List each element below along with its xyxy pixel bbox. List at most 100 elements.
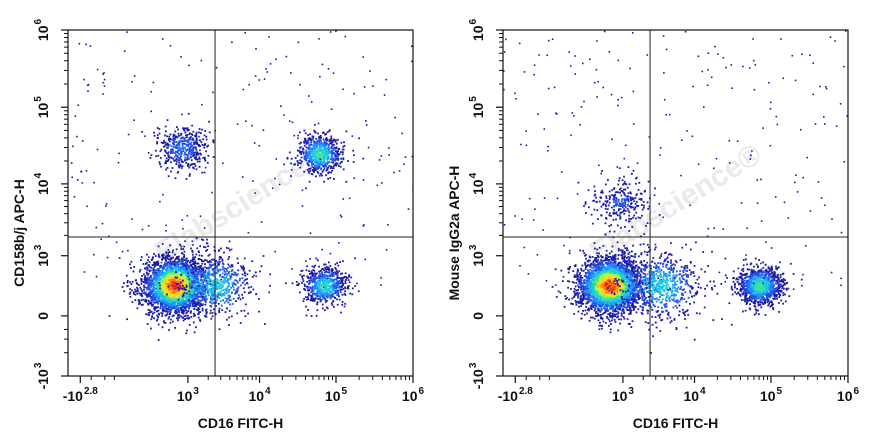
event-dot xyxy=(305,157,308,160)
event-dot xyxy=(313,269,316,272)
event-dot xyxy=(247,286,250,289)
event-dot xyxy=(165,285,168,288)
event-dot xyxy=(166,265,169,268)
event-dot xyxy=(198,308,201,311)
event-dot xyxy=(229,266,232,268)
event-dot xyxy=(324,157,327,159)
event-dot xyxy=(198,254,201,257)
event-dot xyxy=(320,279,322,281)
event-dot xyxy=(212,301,215,304)
event-dot xyxy=(335,289,338,292)
event-dot xyxy=(331,271,334,274)
event-dot xyxy=(161,302,164,305)
event-dot xyxy=(228,310,231,312)
event-dot xyxy=(330,161,333,164)
event-dot xyxy=(157,316,160,318)
event-dot xyxy=(153,305,156,308)
event-dot xyxy=(118,257,121,259)
event-dot xyxy=(330,165,333,168)
event-dot xyxy=(218,311,221,314)
event-dot xyxy=(164,301,167,303)
event-dot xyxy=(147,300,150,303)
event-dot xyxy=(192,130,195,133)
event-dot xyxy=(183,245,186,248)
event-dot xyxy=(302,147,304,150)
event-dot xyxy=(336,274,339,277)
event-dot xyxy=(322,279,324,282)
event-dot xyxy=(314,298,317,300)
event-dot xyxy=(269,284,271,287)
event-dot xyxy=(322,157,325,160)
event-dot xyxy=(139,293,142,296)
event-dot xyxy=(199,290,202,293)
event-dot xyxy=(208,294,210,297)
event-dot xyxy=(220,289,223,292)
event-dot xyxy=(183,279,186,282)
event-dot xyxy=(176,263,179,266)
event-dot xyxy=(235,300,237,302)
event-dot xyxy=(320,139,322,142)
event-dot xyxy=(171,273,174,275)
event-dot xyxy=(315,143,318,146)
event-dot xyxy=(211,274,214,277)
event-dot xyxy=(350,276,353,279)
event-dot xyxy=(306,275,309,278)
event-dot xyxy=(228,299,231,302)
event-dot xyxy=(221,272,224,275)
event-dot xyxy=(345,278,347,281)
event-dot xyxy=(152,256,154,259)
event-dot xyxy=(182,291,185,294)
event-dot xyxy=(199,265,201,268)
event-dot xyxy=(307,159,310,162)
event-dot xyxy=(303,141,306,144)
event-dot xyxy=(149,279,152,281)
event-dot xyxy=(197,258,200,260)
event-dot xyxy=(187,310,190,312)
event-dot xyxy=(312,290,315,292)
event-dot xyxy=(172,283,174,286)
event-dot xyxy=(172,269,174,271)
event-dot xyxy=(157,296,160,299)
event-dot xyxy=(199,311,202,313)
event-dot xyxy=(194,267,197,270)
event-dot xyxy=(220,247,222,250)
event-dot xyxy=(192,272,195,274)
event-dot xyxy=(321,143,323,145)
event-dot xyxy=(183,263,185,265)
event-dot xyxy=(203,298,206,301)
event-dot xyxy=(193,263,195,266)
event-dot xyxy=(191,268,193,271)
event-dot xyxy=(159,266,162,269)
event-dot xyxy=(180,288,182,291)
event-dot xyxy=(191,153,193,156)
event-dot xyxy=(171,281,174,284)
event-dot xyxy=(298,142,301,145)
event-dot xyxy=(154,264,157,267)
event-dot xyxy=(304,285,306,287)
event-dot xyxy=(312,297,315,300)
event-dot xyxy=(176,262,179,265)
event-dot xyxy=(233,273,236,276)
event-dot xyxy=(311,265,314,268)
event-dot xyxy=(333,146,336,149)
event-dot xyxy=(181,277,183,280)
event-dot xyxy=(153,293,156,296)
event-dot xyxy=(160,277,162,280)
event-dot xyxy=(170,301,173,304)
event-dot xyxy=(188,264,191,267)
event-dot xyxy=(188,268,190,271)
event-dot xyxy=(196,275,199,278)
event-dot xyxy=(228,324,230,326)
event-dot xyxy=(326,271,329,274)
event-dot xyxy=(163,289,166,292)
event-dot xyxy=(169,304,172,307)
event-dot xyxy=(158,313,160,316)
event-dot xyxy=(317,159,319,162)
event-dot xyxy=(328,288,331,290)
event-dot xyxy=(319,157,322,159)
event-dot xyxy=(157,339,160,341)
event-dot xyxy=(165,282,168,285)
event-dot xyxy=(163,321,166,324)
event-dot xyxy=(318,283,320,285)
event-dot xyxy=(325,280,328,283)
